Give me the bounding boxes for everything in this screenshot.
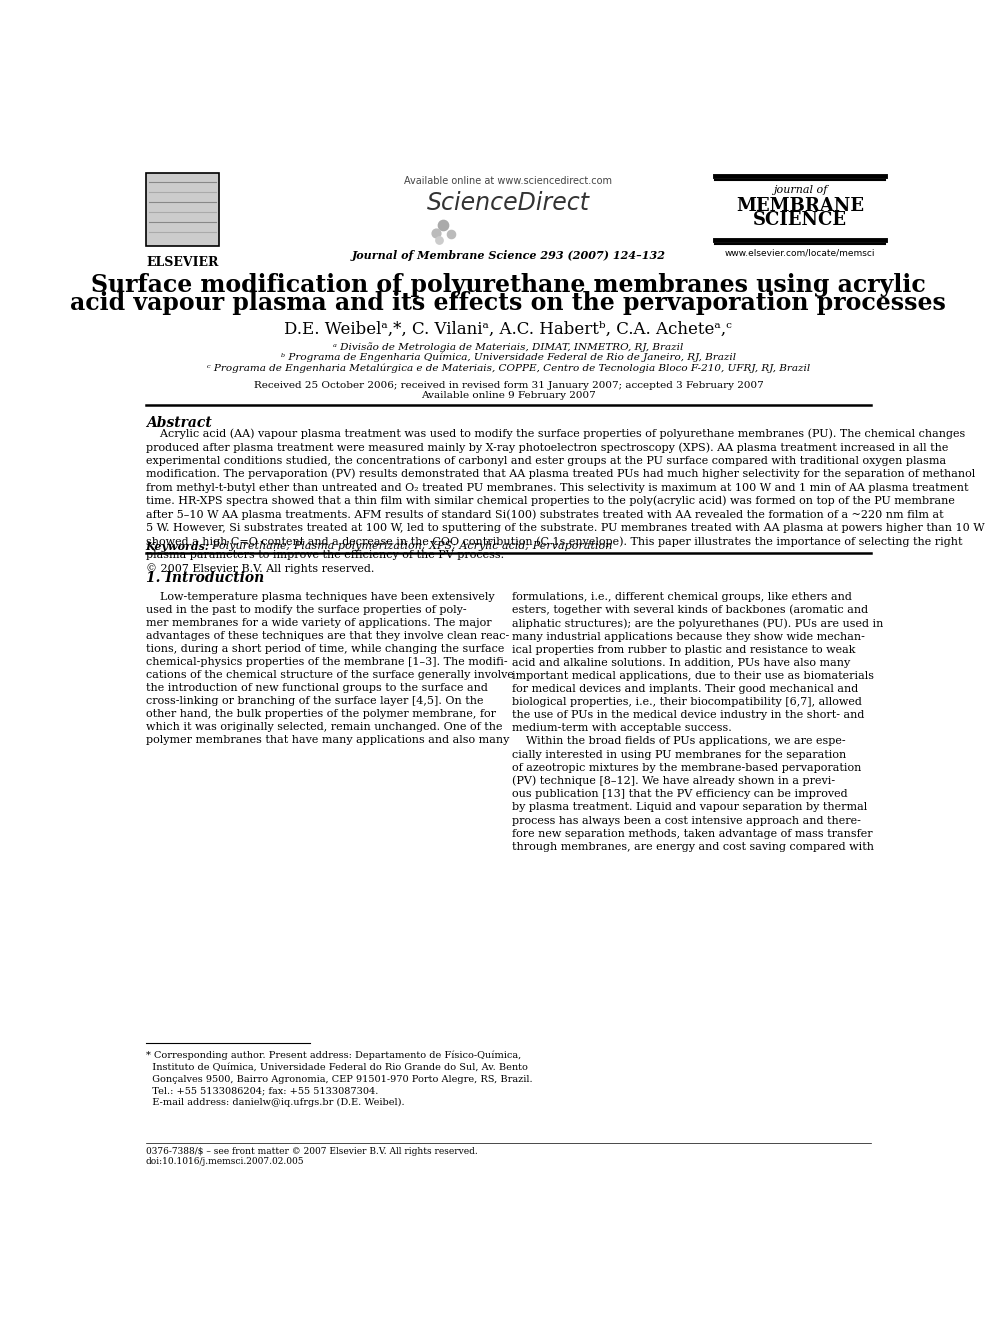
Text: MEMBRANE: MEMBRANE — [736, 197, 864, 216]
Text: 1. Introduction: 1. Introduction — [146, 570, 264, 585]
Point — [435, 214, 451, 235]
Text: Surface modification of polyurethane membranes using acrylic: Surface modification of polyurethane mem… — [91, 273, 926, 296]
Text: formulations, i.e., different chemical groups, like ethers and
esters, together : formulations, i.e., different chemical g… — [512, 591, 883, 852]
Text: Journal of Membrane Science 293 (2007) 124–132: Journal of Membrane Science 293 (2007) 1… — [351, 250, 666, 261]
Text: Acrylic acid (AA) vapour plasma treatment was used to modify the surface propert: Acrylic acid (AA) vapour plasma treatmen… — [146, 429, 984, 574]
Text: Available online at www.sciencedirect.com: Available online at www.sciencedirect.co… — [405, 176, 612, 185]
Text: Available online 9 February 2007: Available online 9 February 2007 — [421, 390, 596, 400]
Text: ScienceDirect: ScienceDirect — [427, 191, 590, 216]
Text: ᵃ Divisão de Metrologia de Materiais, DIMAT, INMETRO, RJ, Brazil: ᵃ Divisão de Metrologia de Materiais, DI… — [333, 343, 683, 352]
Point — [431, 230, 446, 251]
Text: 0376-7388/$ – see front matter © 2007 Elsevier B.V. All rights reserved.: 0376-7388/$ – see front matter © 2007 El… — [146, 1147, 477, 1156]
Text: ᶜ Programa de Engenharia Metalúrgica e de Materiais, COPPE, Centro de Tecnologia: ᶜ Programa de Engenharia Metalúrgica e d… — [206, 364, 810, 373]
Text: Low-temperature plasma techniques have been extensively
used in the past to modi: Low-temperature plasma techniques have b… — [146, 591, 514, 745]
Text: ELSEVIER: ELSEVIER — [147, 255, 218, 269]
Text: * Corresponding author. Present address: Departamento de Físico-Química,
  Insti: * Corresponding author. Present address:… — [146, 1050, 533, 1107]
Text: journal of: journal of — [773, 185, 827, 194]
Text: Received 25 October 2006; received in revised form 31 January 2007; accepted 3 F: Received 25 October 2006; received in re… — [254, 381, 763, 389]
Text: Keywords:: Keywords: — [146, 541, 209, 552]
Point — [428, 222, 443, 243]
Text: www.elsevier.com/locate/memsci: www.elsevier.com/locate/memsci — [724, 249, 875, 257]
Point — [443, 224, 459, 245]
Text: D.E. Weibelᵃ,*, C. Vilaniᵃ, A.C. Habertᵇ, C.A. Acheteᵃ,ᶜ: D.E. Weibelᵃ,*, C. Vilaniᵃ, A.C. Habertᵇ… — [285, 320, 732, 337]
Text: acid vapour plasma and its effects on the pervaporation processes: acid vapour plasma and its effects on th… — [70, 291, 946, 315]
Text: SCIENCE: SCIENCE — [753, 212, 847, 229]
Text: Polyurethane; Plasma polymerization; XPS; Acrylic acid; Pervaporation: Polyurethane; Plasma polymerization; XPS… — [204, 541, 612, 550]
Text: ᵇ Programa de Engenharia Química, Universidade Federal de Rio de Janeiro, RJ, Br: ᵇ Programa de Engenharia Química, Univer… — [281, 353, 736, 363]
Text: Abstract: Abstract — [146, 415, 211, 430]
Bar — [146, 172, 219, 246]
Text: doi:10.1016/j.memsci.2007.02.005: doi:10.1016/j.memsci.2007.02.005 — [146, 1156, 305, 1166]
